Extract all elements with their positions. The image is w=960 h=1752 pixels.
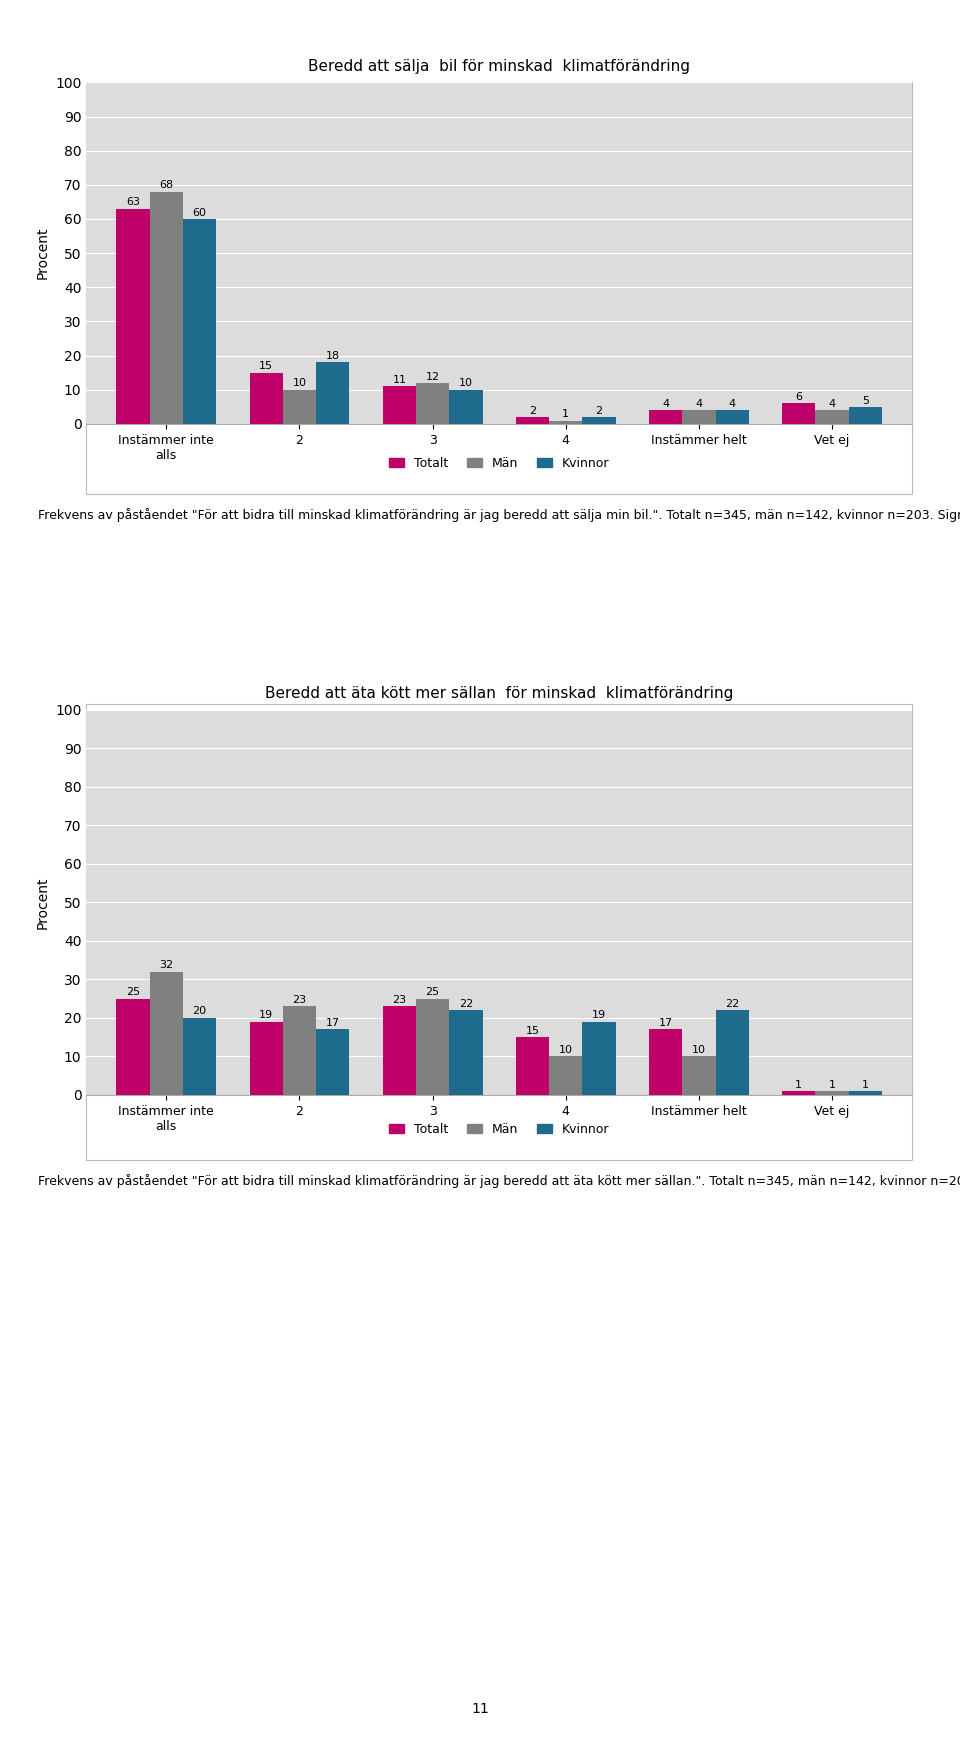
Text: 18: 18 bbox=[325, 350, 340, 361]
Text: 1: 1 bbox=[795, 1079, 803, 1090]
Text: 11: 11 bbox=[393, 375, 406, 385]
Text: 10: 10 bbox=[692, 1044, 706, 1055]
Bar bbox=[449, 1011, 483, 1095]
Text: 1: 1 bbox=[828, 1079, 835, 1090]
Bar bbox=[416, 999, 449, 1095]
Y-axis label: Procent: Procent bbox=[36, 228, 50, 279]
Text: 22: 22 bbox=[725, 999, 739, 1009]
Bar bbox=[683, 1056, 715, 1095]
Text: 25: 25 bbox=[126, 986, 140, 997]
Text: 1: 1 bbox=[862, 1079, 869, 1090]
Bar bbox=[449, 391, 483, 424]
Text: 19: 19 bbox=[592, 1011, 606, 1020]
Text: 2: 2 bbox=[595, 406, 603, 415]
Bar bbox=[583, 1021, 615, 1095]
Legend: Totalt, Män, Kvinnor: Totalt, Män, Kvinnor bbox=[384, 1118, 614, 1141]
Bar bbox=[683, 410, 715, 424]
Bar bbox=[549, 420, 583, 424]
Bar bbox=[849, 1091, 882, 1095]
Bar bbox=[849, 406, 882, 424]
Bar bbox=[583, 417, 615, 424]
Bar bbox=[150, 191, 183, 424]
Text: 17: 17 bbox=[659, 1018, 673, 1028]
Bar bbox=[316, 363, 349, 424]
Bar bbox=[383, 1006, 416, 1095]
Bar bbox=[150, 972, 183, 1095]
Bar bbox=[250, 1021, 283, 1095]
Legend: Totalt, Män, Kvinnor: Totalt, Män, Kvinnor bbox=[384, 452, 614, 475]
Bar bbox=[283, 1006, 316, 1095]
Text: 22: 22 bbox=[459, 999, 473, 1009]
Text: 10: 10 bbox=[459, 378, 473, 389]
Bar bbox=[183, 219, 216, 424]
Title: Beredd att sälja  bil för minskad  klimatförändring: Beredd att sälja bil för minskad klimatf… bbox=[308, 60, 690, 74]
Text: Frekvens av påståendet "För att bidra till minskad klimatförändring är jag bered: Frekvens av påståendet "För att bidra ti… bbox=[38, 508, 960, 522]
Bar bbox=[416, 384, 449, 424]
Text: 63: 63 bbox=[126, 198, 140, 207]
Bar bbox=[116, 208, 150, 424]
Bar bbox=[715, 1011, 749, 1095]
Bar bbox=[715, 410, 749, 424]
Text: 60: 60 bbox=[193, 208, 206, 217]
Text: 23: 23 bbox=[393, 995, 406, 1006]
Bar bbox=[649, 410, 683, 424]
Bar bbox=[649, 1030, 683, 1095]
Bar bbox=[250, 373, 283, 424]
Text: 2: 2 bbox=[529, 406, 536, 415]
Bar bbox=[283, 391, 316, 424]
Text: 25: 25 bbox=[425, 986, 440, 997]
Text: 15: 15 bbox=[525, 1025, 540, 1035]
Text: 4: 4 bbox=[662, 399, 669, 408]
Text: 19: 19 bbox=[259, 1011, 274, 1020]
Text: 12: 12 bbox=[425, 371, 440, 382]
Text: 11: 11 bbox=[471, 1703, 489, 1717]
Text: 10: 10 bbox=[559, 1044, 573, 1055]
Bar bbox=[183, 1018, 216, 1095]
Text: 17: 17 bbox=[325, 1018, 340, 1028]
Text: 5: 5 bbox=[862, 396, 869, 405]
Text: 10: 10 bbox=[293, 378, 306, 389]
Text: 68: 68 bbox=[159, 180, 174, 191]
Bar bbox=[815, 410, 849, 424]
Bar bbox=[516, 1037, 549, 1095]
Bar bbox=[516, 417, 549, 424]
Text: 1: 1 bbox=[563, 410, 569, 419]
Text: 6: 6 bbox=[795, 392, 803, 403]
Bar bbox=[815, 1091, 849, 1095]
Text: 4: 4 bbox=[828, 399, 835, 408]
Bar bbox=[549, 1056, 583, 1095]
Bar bbox=[782, 403, 815, 424]
Text: 15: 15 bbox=[259, 361, 274, 371]
Text: 32: 32 bbox=[159, 960, 174, 971]
Text: 4: 4 bbox=[729, 399, 735, 408]
Title: Beredd att äta kött mer sällan  för minskad  klimatförändring: Beredd att äta kött mer sällan för minsk… bbox=[265, 687, 733, 701]
Text: 4: 4 bbox=[695, 399, 703, 408]
Bar bbox=[782, 1091, 815, 1095]
Text: 23: 23 bbox=[293, 995, 306, 1006]
Bar bbox=[116, 999, 150, 1095]
Bar bbox=[383, 387, 416, 424]
Text: Frekvens av påståendet "För att bidra till minskad klimatförändring är jag bered: Frekvens av påståendet "För att bidra ti… bbox=[38, 1174, 960, 1188]
Text: 20: 20 bbox=[193, 1006, 206, 1016]
Y-axis label: Procent: Procent bbox=[36, 876, 50, 929]
Bar bbox=[316, 1030, 349, 1095]
